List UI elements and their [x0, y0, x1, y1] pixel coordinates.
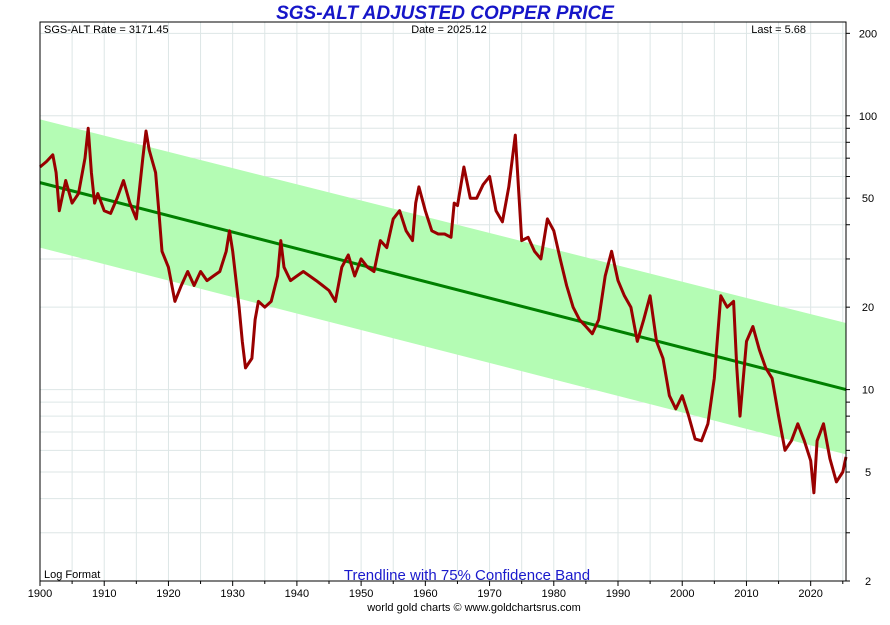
x-tick-label: 1970	[477, 588, 501, 600]
rate-readout: SGS-ALT Rate = 3171.45	[44, 24, 169, 36]
y-axis: 200 100 50 20 10 5 2	[846, 28, 877, 588]
x-tick-label: 1930	[220, 588, 244, 600]
y-tick-label: 50	[862, 193, 874, 205]
plot-frame	[39, 21, 847, 582]
x-tick-label: 1900	[28, 588, 52, 600]
price-series-line	[39, 126, 848, 495]
chart-subtitle: Trendline with 75% Confidence Band	[344, 567, 590, 584]
chart-title: SGS-ALT ADJUSTED COPPER PRICE	[276, 3, 614, 24]
x-tick-label: 1960	[413, 588, 437, 600]
y-tick-label: 200	[859, 28, 877, 40]
x-tick-label: 1920	[156, 588, 180, 600]
x-tick-label: 2000	[670, 588, 694, 600]
y-tick-label: 100	[859, 111, 877, 123]
log-format-label: Log Format	[44, 569, 100, 581]
x-tick-label: 2010	[734, 588, 758, 600]
x-tick-label: 1950	[349, 588, 373, 600]
x-tick-label: 1980	[542, 588, 566, 600]
x-tick-label: 1940	[285, 588, 309, 600]
x-tick-label: 2020	[798, 588, 822, 600]
footer-credit: world gold charts © www.goldchartsrus.co…	[366, 602, 581, 614]
y-tick-label: 10	[862, 385, 874, 397]
trendline	[39, 181, 847, 392]
date-readout: Date = 2025.12	[411, 24, 487, 36]
x-tick-label: 1990	[606, 588, 630, 600]
last-readout: Last = 5.68	[751, 24, 806, 36]
y-tick-label: 20	[862, 302, 874, 314]
x-axis: 1900 1910 1920 1930 1940 1950 1960 1970 1980 1990…	[28, 581, 844, 600]
y-tick-label: 5	[865, 467, 871, 479]
x-tick-label: 1910	[92, 588, 116, 600]
y-tick-label: 2	[865, 576, 871, 588]
